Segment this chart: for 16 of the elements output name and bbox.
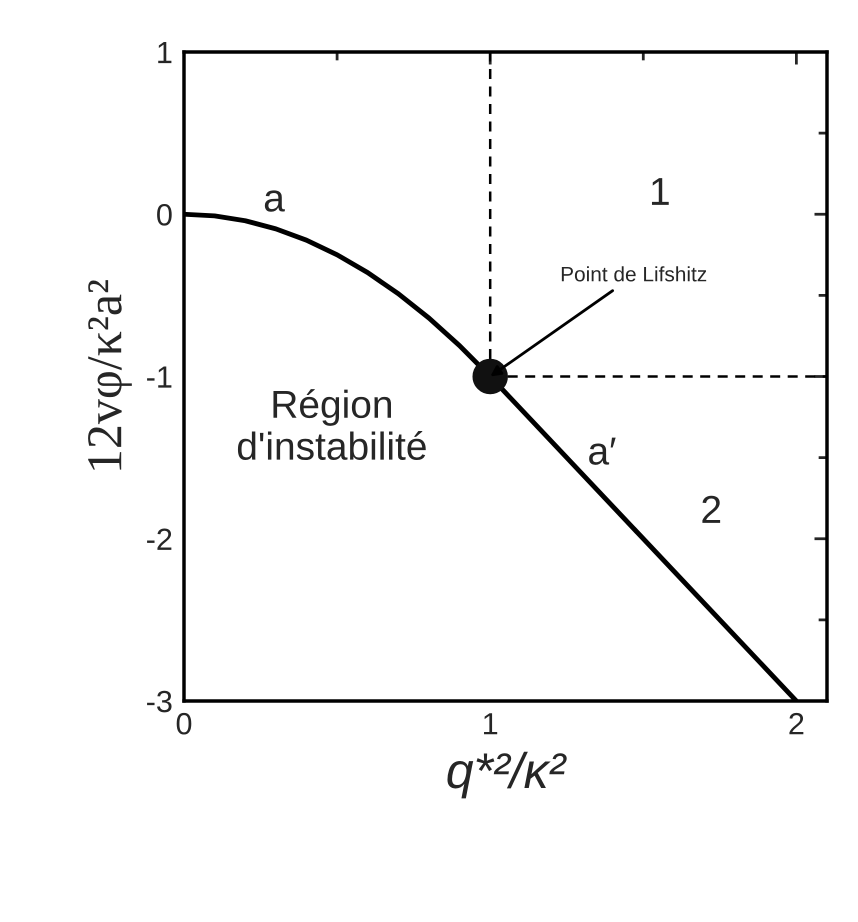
y-tick-label: -2 <box>147 528 172 550</box>
annotation: 2 <box>702 496 720 523</box>
annotation: Région d'instabilité <box>238 389 426 460</box>
x-tick-label: 2 <box>789 712 804 734</box>
y-tick-label: 1 <box>158 42 172 64</box>
annotation: Point de Lifshitz <box>562 266 706 282</box>
x-axis-title: q*²/κ² <box>447 752 567 798</box>
x-tick-label: 0 <box>176 712 192 735</box>
x-tick-label: 1 <box>484 713 498 734</box>
y-tick-label: -1 <box>147 366 172 388</box>
y-tick-label: 0 <box>157 204 172 226</box>
annotation: 1 <box>652 178 669 205</box>
annotation: a′ <box>589 438 616 465</box>
y-tick-label: -3 <box>147 690 172 712</box>
y-axis-title: 12vφ/κ²a² <box>88 280 132 470</box>
annotation: a <box>264 190 285 212</box>
